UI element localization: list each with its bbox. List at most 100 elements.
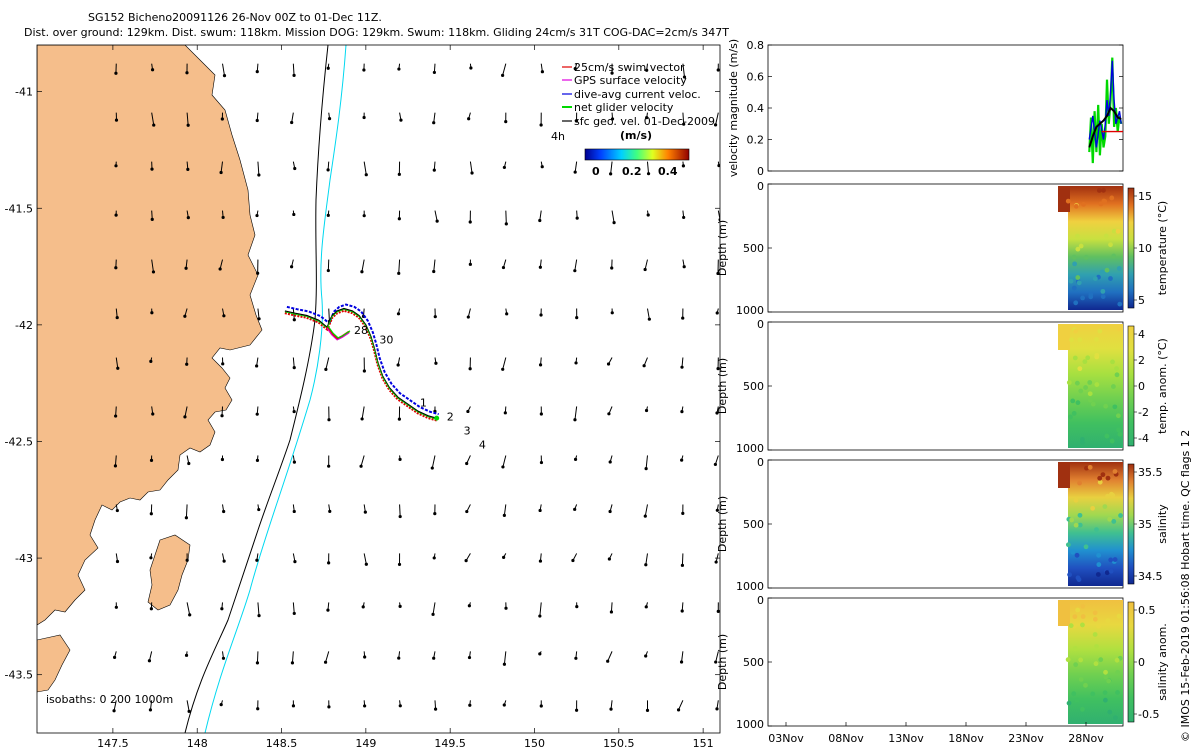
map-ytick-label: -42 [15, 319, 33, 332]
sfc-vector [753, 162, 754, 174]
sfc-vector [399, 504, 401, 517]
sfc-vector-head [644, 605, 648, 609]
sfc-vector-head [573, 507, 577, 511]
sfc-vector-head [222, 509, 226, 514]
section-ylabel: Depth (m) [716, 358, 729, 414]
section-data-cell [1075, 607, 1081, 613]
sfc-vector-head [255, 661, 260, 665]
sfc-vector-head [256, 271, 260, 275]
sfc-vector-head [151, 412, 155, 416]
dac-track [286, 303, 439, 416]
section-data-cell [1103, 233, 1109, 239]
sfc-vector-head [328, 509, 332, 513]
section-data-cell [1069, 337, 1074, 343]
legend-sfc: sfc geo. vel. 01-Dec-2009 [574, 115, 715, 128]
section-ytick-label: 500 [743, 656, 764, 669]
sfc-vector [646, 161, 650, 174]
sfc-vector [114, 455, 117, 466]
sfc-vector [682, 112, 685, 125]
sfc-vector-head [397, 217, 401, 221]
section-data-early [1058, 324, 1070, 350]
section-data-cell [1096, 552, 1102, 558]
sfc-vector-head [574, 656, 578, 660]
velocity-ytick-label: 0.2 [747, 134, 765, 147]
section-data-cell [1072, 614, 1078, 620]
sfc-vector [752, 553, 753, 563]
colorbar-tick-label: 0 [1138, 656, 1145, 669]
velocity-series-dac [1088, 60, 1122, 148]
section-data-cell [1092, 616, 1098, 622]
sfc-vector-head [468, 367, 472, 371]
isobaths-label: isobaths: 0 200 1000m [46, 693, 173, 706]
section-data-cell [1097, 479, 1103, 485]
section-data-cell [1081, 201, 1086, 207]
time-tick-label: 08Nov [828, 732, 864, 745]
section-data-cell [1071, 411, 1077, 416]
sfc-vector-head [326, 608, 330, 612]
sfc-vector-head [646, 172, 651, 176]
sfc-vector-head [540, 165, 544, 169]
sfc-vector [328, 308, 330, 322]
section-data-cell [1090, 505, 1096, 511]
sfc-vector-head [681, 316, 685, 320]
sfc-vector-head [571, 558, 575, 563]
sfc-vector-head [505, 312, 509, 316]
section-data-cell [1112, 557, 1118, 562]
sfc-vector-head [609, 707, 613, 711]
colorbar-tick-label: 4 [1138, 328, 1145, 341]
section-data-cell [1115, 413, 1121, 419]
sfc-vector-head [113, 464, 118, 468]
sfc-vector-head [682, 265, 686, 269]
sfc-vector-head [399, 118, 403, 122]
sfc-vector-head [715, 707, 719, 711]
section-data-cell [1116, 427, 1121, 433]
section-data-cell [1078, 243, 1084, 249]
sfc-vector-head [467, 604, 471, 608]
time-tick-label: 23Nov [1008, 732, 1044, 745]
colorbar-units: (m/s) [620, 129, 652, 142]
sfc-vector-head [327, 117, 332, 121]
time-axis: 03Nov 08Nov 13Nov 18Nov 23Nov 28Nov [768, 722, 1104, 745]
section-data-cell [1080, 440, 1085, 446]
sfc-vector-head [222, 559, 226, 563]
sfc-vector-head [220, 414, 224, 418]
sfc-vector-head [464, 559, 468, 563]
sfc-vector-head [257, 507, 261, 512]
sfc-vector-head [539, 704, 543, 708]
section-data-cell [1100, 288, 1106, 294]
sfc-vector-head [221, 362, 225, 366]
sfc-vector-head [612, 220, 616, 225]
sfc-vector-head [466, 315, 470, 319]
sfc-vector-head [468, 262, 472, 266]
section-data-cell [1109, 438, 1115, 444]
sfc-vector [257, 161, 260, 176]
section-cblabel: salinity anom. [1156, 623, 1169, 701]
sfc-vector-head [363, 655, 367, 659]
section-data-cell [1100, 472, 1106, 478]
map-ytick-label: -43.5 [5, 669, 33, 682]
map-xtick-label: 149 [355, 737, 376, 750]
time-tick-label: 03Nov [768, 732, 804, 745]
sfc-vector-head [115, 315, 119, 320]
section-data-cell [1115, 228, 1121, 234]
section-data-cell [1099, 269, 1105, 275]
sfc-vector-head [218, 267, 222, 271]
section-data-cell [1116, 613, 1122, 619]
sfc-vector-head [323, 660, 328, 664]
sfc-vector-head [752, 460, 755, 463]
sfc-vector [682, 63, 685, 78]
section-data-cell [1094, 382, 1100, 387]
map-xtick-label: 147.5 [97, 737, 129, 750]
sfc-vector-head [148, 708, 153, 712]
section-data-cell [1078, 657, 1084, 663]
sfc-vector [363, 161, 367, 175]
sfc-vector-head [573, 170, 577, 174]
section-data-cell [1087, 391, 1093, 397]
colorbar-tick-2: 0.4 [658, 165, 678, 178]
section-data-cell [1076, 280, 1082, 286]
sfc-vector-head [466, 409, 470, 414]
section-data-cell [1111, 253, 1117, 259]
section-data-cell [1105, 493, 1110, 499]
sfc-vector-head [432, 70, 436, 75]
section-panels: 0 500 1000 Depth (m) 15 10 5 temperature (°C) 0 5… [716, 180, 1169, 731]
